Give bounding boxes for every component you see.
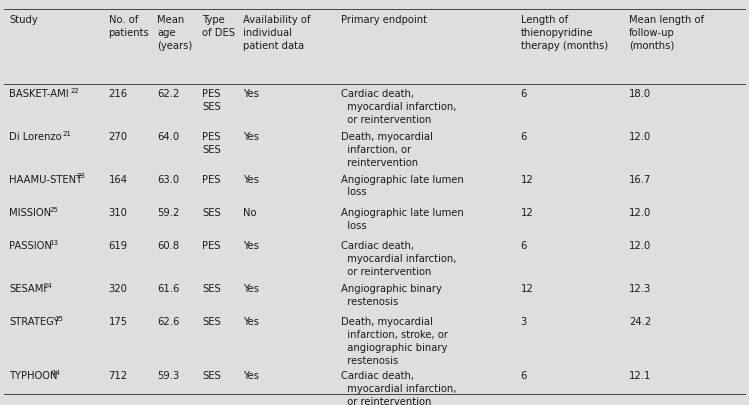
Text: 62.2: 62.2: [157, 89, 180, 99]
Text: Yes: Yes: [243, 174, 259, 184]
Text: 23: 23: [76, 173, 85, 179]
Text: Di Lorenzo: Di Lorenzo: [9, 132, 61, 142]
Text: 320: 320: [109, 284, 127, 294]
Text: 12.0: 12.0: [629, 241, 652, 251]
Text: Mean length of
follow-up
(months): Mean length of follow-up (months): [629, 15, 704, 51]
Text: 6: 6: [521, 241, 527, 251]
Text: 12: 12: [521, 207, 533, 217]
Text: Yes: Yes: [243, 89, 259, 99]
Text: No. of
patients: No. of patients: [109, 15, 149, 38]
Text: Length of
thienopyridine
therapy (months): Length of thienopyridine therapy (months…: [521, 15, 607, 51]
Text: BASKET-AMI: BASKET-AMI: [9, 89, 69, 99]
Text: MISSION: MISSION: [9, 207, 51, 217]
Text: Cardiac death,
  myocardial infarction,
  or reintervention: Cardiac death, myocardial infarction, or…: [341, 241, 456, 276]
Text: 12.1: 12.1: [629, 370, 652, 380]
Text: 3: 3: [521, 317, 527, 327]
Text: STRATEGY: STRATEGY: [9, 317, 59, 327]
Text: 18.0: 18.0: [629, 89, 652, 99]
Text: Angiographic late lumen
  loss: Angiographic late lumen loss: [341, 174, 464, 197]
Text: 14: 14: [51, 369, 60, 375]
Text: 6: 6: [521, 132, 527, 142]
Text: SES: SES: [202, 207, 221, 217]
Text: SES: SES: [202, 370, 221, 380]
Text: PES
SES: PES SES: [202, 89, 221, 112]
Text: 21: 21: [63, 130, 72, 136]
Text: 61.6: 61.6: [157, 284, 180, 294]
Text: 59.2: 59.2: [157, 207, 180, 217]
Text: Angiographic binary
  restenosis: Angiographic binary restenosis: [341, 284, 442, 306]
Text: SES: SES: [202, 284, 221, 294]
Text: Yes: Yes: [243, 370, 259, 380]
Text: 175: 175: [109, 317, 128, 327]
Text: 62.6: 62.6: [157, 317, 180, 327]
Text: Yes: Yes: [243, 317, 259, 327]
Text: 164: 164: [109, 174, 127, 184]
Text: 712: 712: [109, 370, 128, 380]
Text: Yes: Yes: [243, 132, 259, 142]
Text: 216: 216: [109, 89, 128, 99]
Text: 6: 6: [521, 370, 527, 380]
Text: Cardiac death,
  myocardial infarction,
  or reintervention: Cardiac death, myocardial infarction, or…: [341, 370, 456, 405]
Text: 64.0: 64.0: [157, 132, 180, 142]
Text: PES: PES: [202, 241, 221, 251]
Text: 12: 12: [521, 284, 533, 294]
Text: 60.8: 60.8: [157, 241, 180, 251]
Text: 13: 13: [49, 239, 58, 245]
Text: Type
of DES: Type of DES: [202, 15, 235, 38]
Text: Mean
age
(years): Mean age (years): [157, 15, 192, 51]
Text: 270: 270: [109, 132, 127, 142]
Text: 15: 15: [54, 315, 63, 322]
Text: PES
SES: PES SES: [202, 132, 221, 154]
Text: 12: 12: [521, 174, 533, 184]
Text: No: No: [243, 207, 257, 217]
Text: 12.0: 12.0: [629, 132, 652, 142]
Text: SESAMI: SESAMI: [9, 284, 46, 294]
Text: Yes: Yes: [243, 284, 259, 294]
Text: 310: 310: [109, 207, 127, 217]
Text: 24.2: 24.2: [629, 317, 652, 327]
Text: 12.3: 12.3: [629, 284, 652, 294]
Text: TYPHOON: TYPHOON: [9, 370, 58, 380]
Text: SES: SES: [202, 317, 221, 327]
Text: PASSION: PASSION: [9, 241, 52, 251]
Text: 12.0: 12.0: [629, 207, 652, 217]
Text: 24: 24: [43, 282, 52, 288]
Text: 59.3: 59.3: [157, 370, 180, 380]
Text: HAAMU-STENT: HAAMU-STENT: [9, 174, 82, 184]
Text: 25: 25: [49, 206, 58, 212]
Text: 6: 6: [521, 89, 527, 99]
Text: Cardiac death,
  myocardial infarction,
  or reintervention: Cardiac death, myocardial infarction, or…: [341, 89, 456, 125]
Text: PES: PES: [202, 174, 221, 184]
Text: Angiographic late lumen
  loss: Angiographic late lumen loss: [341, 207, 464, 230]
Text: Availability of
individual
patient data: Availability of individual patient data: [243, 15, 311, 51]
Text: Yes: Yes: [243, 241, 259, 251]
Text: 16.7: 16.7: [629, 174, 652, 184]
Text: Death, myocardial
  infarction, or
  reintervention: Death, myocardial infarction, or reinter…: [341, 132, 433, 167]
Text: Primary endpoint: Primary endpoint: [341, 15, 427, 25]
Text: 63.0: 63.0: [157, 174, 180, 184]
Text: 619: 619: [109, 241, 128, 251]
Text: Death, myocardial
  infarction, stroke, or
  angiographic binary
  restenosis: Death, myocardial infarction, stroke, or…: [341, 317, 448, 365]
Text: 22: 22: [70, 88, 79, 94]
Text: Study: Study: [9, 15, 37, 25]
